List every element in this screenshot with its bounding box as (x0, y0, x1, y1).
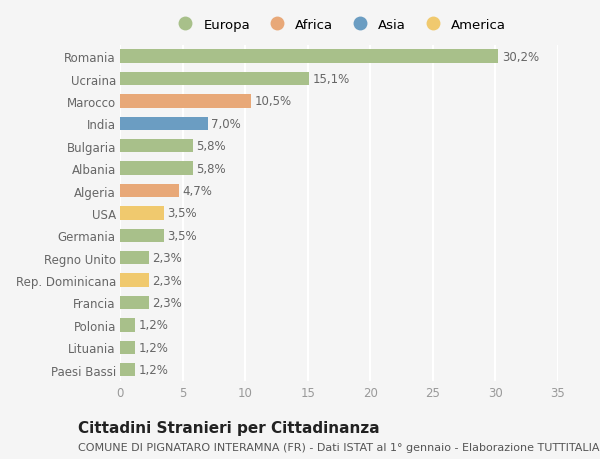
Text: 2,3%: 2,3% (152, 274, 182, 287)
Text: 4,7%: 4,7% (182, 185, 212, 197)
Bar (120, 140, 193, 153)
Text: 1,2%: 1,2% (139, 341, 169, 354)
Bar (120, 229, 164, 242)
Bar (120, 50, 498, 64)
Bar (120, 363, 135, 376)
Text: 1,2%: 1,2% (139, 319, 169, 331)
Text: 2,3%: 2,3% (152, 252, 182, 264)
Text: 1,2%: 1,2% (139, 364, 169, 376)
Bar (120, 341, 135, 354)
Bar (120, 252, 149, 265)
Text: 5,8%: 5,8% (196, 162, 226, 175)
Bar (120, 185, 179, 198)
Text: 3,5%: 3,5% (167, 207, 197, 220)
Bar (120, 274, 149, 287)
Text: Cittadini Stranieri per Cittadinanza: Cittadini Stranieri per Cittadinanza (78, 420, 380, 435)
Text: 5,8%: 5,8% (196, 140, 226, 153)
Bar (120, 73, 309, 86)
Text: 30,2%: 30,2% (502, 50, 539, 63)
Bar (120, 296, 149, 309)
Bar (120, 118, 208, 131)
Bar (120, 207, 164, 220)
Text: 7,0%: 7,0% (211, 118, 241, 130)
Text: COMUNE DI PIGNATARO INTERAMNA (FR) - Dati ISTAT al 1° gennaio - Elaborazione TUT: COMUNE DI PIGNATARO INTERAMNA (FR) - Dat… (78, 442, 600, 452)
Bar (120, 319, 135, 332)
Text: 3,5%: 3,5% (167, 230, 197, 242)
Legend: Europa, Africa, Asia, America: Europa, Africa, Asia, America (172, 19, 506, 32)
Text: 2,3%: 2,3% (152, 297, 182, 309)
Bar (120, 95, 251, 108)
Text: 10,5%: 10,5% (255, 95, 292, 108)
Bar (120, 162, 193, 175)
Text: 15,1%: 15,1% (313, 73, 350, 86)
